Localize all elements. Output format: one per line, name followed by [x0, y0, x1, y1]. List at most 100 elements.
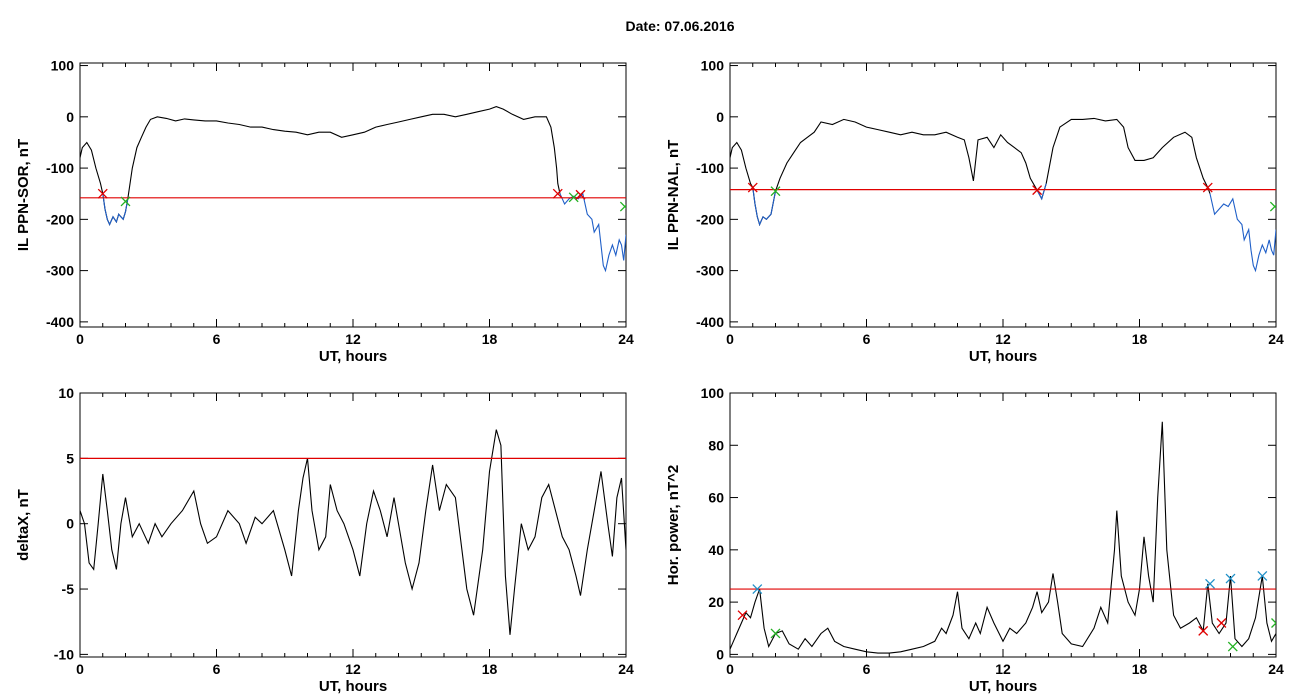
event-marker — [1225, 573, 1236, 584]
event-marker — [1032, 185, 1043, 196]
event-marker-stroke — [1205, 578, 1215, 589]
highlight-series-line — [559, 192, 626, 273]
x-tick-label: 0 — [726, 661, 734, 677]
x-tick-label: 6 — [213, 331, 221, 347]
plot-frame — [79, 392, 627, 658]
event-marker-stroke — [737, 610, 748, 621]
series-line — [730, 117, 1211, 227]
event-marker-stroke — [752, 584, 763, 594]
x-tick-label: 24 — [618, 661, 634, 677]
y-tick-label: -400 — [46, 314, 74, 330]
event-marker — [619, 201, 626, 212]
series-line — [80, 106, 561, 226]
y-axis-label: IL PPN-SOR, nT — [15, 139, 32, 251]
event-marker-stroke — [1227, 641, 1238, 652]
event-marker-stroke — [1257, 571, 1268, 581]
y-tick-label: 100 — [701, 58, 725, 74]
x-tick-label: 0 — [726, 331, 734, 347]
event-marker-stroke — [1269, 204, 1276, 212]
x-tick-label: 18 — [482, 331, 498, 347]
highlight-series-line — [102, 193, 129, 226]
event-marker-stroke — [1271, 618, 1276, 624]
x-tick-label: 6 — [213, 661, 221, 677]
plot-area — [730, 421, 1276, 654]
highlight-series-line — [1036, 183, 1047, 201]
x-tick-label: 0 — [76, 331, 84, 347]
x-tick-label: 0 — [76, 661, 84, 677]
event-marker — [1257, 571, 1268, 581]
highlight-series-line — [752, 187, 777, 227]
y-tick-label: -400 — [696, 314, 724, 330]
event-marker-stroke — [770, 186, 781, 197]
event-marker-stroke — [619, 204, 626, 212]
event-marker — [1271, 618, 1276, 628]
x-tick-label: 6 — [863, 331, 871, 347]
highlight-series-line — [1209, 193, 1276, 273]
y-tick-label: -200 — [696, 211, 724, 227]
y-axis-label: IL PPN-NAL, nT — [665, 140, 682, 251]
event-marker-stroke — [1271, 622, 1276, 628]
y-tick-label: -10 — [54, 646, 74, 662]
event-marker — [97, 188, 108, 199]
event-marker-stroke — [1198, 625, 1209, 636]
event-marker — [120, 196, 131, 207]
x-tick-label: 24 — [1268, 661, 1284, 677]
chart-hor-power: 0 6 12 18 24 100 80 60 40 20 0 UT, hours Hor. power,… — [665, 385, 1284, 695]
figure-title: Date: 07.06.2016 — [625, 18, 735, 34]
x-tick-label: 24 — [618, 331, 634, 347]
event-marker — [1216, 618, 1227, 628]
x-axis-label: UT, hours — [319, 678, 387, 695]
event-marker — [575, 189, 586, 200]
y-tick-label: -5 — [62, 581, 75, 597]
x-tick-label: 12 — [995, 661, 1011, 677]
y-tick-label: 0 — [716, 109, 724, 125]
y-tick-label: 0 — [66, 516, 74, 532]
event-marker-stroke — [1202, 182, 1213, 193]
event-marker — [552, 188, 563, 199]
y-tick-label: 100 — [51, 58, 75, 74]
event-marker-stroke — [568, 192, 579, 203]
plot-frame — [729, 392, 1277, 658]
y-tick-label: 100 — [701, 385, 725, 401]
plot-frame — [79, 62, 627, 328]
x-tick-label: 12 — [345, 661, 361, 677]
event-marker-stroke — [1216, 618, 1227, 628]
y-tick-label: 0 — [66, 109, 74, 125]
x-tick-label: 6 — [863, 661, 871, 677]
x-tick-label: 18 — [1132, 661, 1148, 677]
x-tick-label: 24 — [1268, 331, 1284, 347]
y-tick-label: -100 — [696, 160, 724, 176]
event-marker-stroke — [747, 182, 758, 193]
event-marker-stroke — [1032, 185, 1043, 196]
y-tick-label: -100 — [46, 160, 74, 176]
plot-frame — [729, 62, 1277, 328]
event-marker-stroke — [770, 628, 781, 639]
y-tick-label: 60 — [708, 490, 724, 506]
plot-area — [80, 429, 626, 635]
plot-area — [80, 106, 626, 273]
series-line — [80, 429, 626, 635]
x-tick-label: 12 — [345, 331, 361, 347]
event-marker — [1269, 201, 1276, 212]
y-axis-label: deltaX, nT — [15, 489, 32, 561]
event-marker-stroke — [552, 188, 563, 199]
event-marker-stroke — [97, 188, 108, 199]
y-tick-label: 80 — [708, 437, 724, 453]
x-tick-label: 12 — [995, 331, 1011, 347]
event-marker-stroke — [120, 196, 131, 207]
event-marker — [568, 192, 579, 203]
y-tick-label: 20 — [708, 594, 724, 610]
chart-deltax: 0 6 12 18 24 10 5 0 -5 -10 UT, hours deltaX, nT — [15, 385, 634, 695]
y-tick-label: 10 — [58, 385, 74, 401]
chart-ppn-sor: 0 6 12 18 24 100 0 -100 -200 -300 -400 UT, hours IL … — [15, 58, 634, 365]
y-tick-label: -300 — [696, 263, 724, 279]
x-axis-label: UT, hours — [319, 348, 387, 365]
chart-ppn-nal: 0 6 12 18 24 100 0 -100 -200 -300 -400 UT, hours IL … — [665, 58, 1284, 365]
event-marker — [1198, 625, 1209, 636]
event-marker — [752, 584, 763, 594]
y-tick-label: -300 — [46, 263, 74, 279]
y-axis-label: Hor. power, nT^2 — [665, 465, 682, 585]
y-tick-label: -200 — [46, 211, 74, 227]
event-marker — [1205, 578, 1215, 589]
